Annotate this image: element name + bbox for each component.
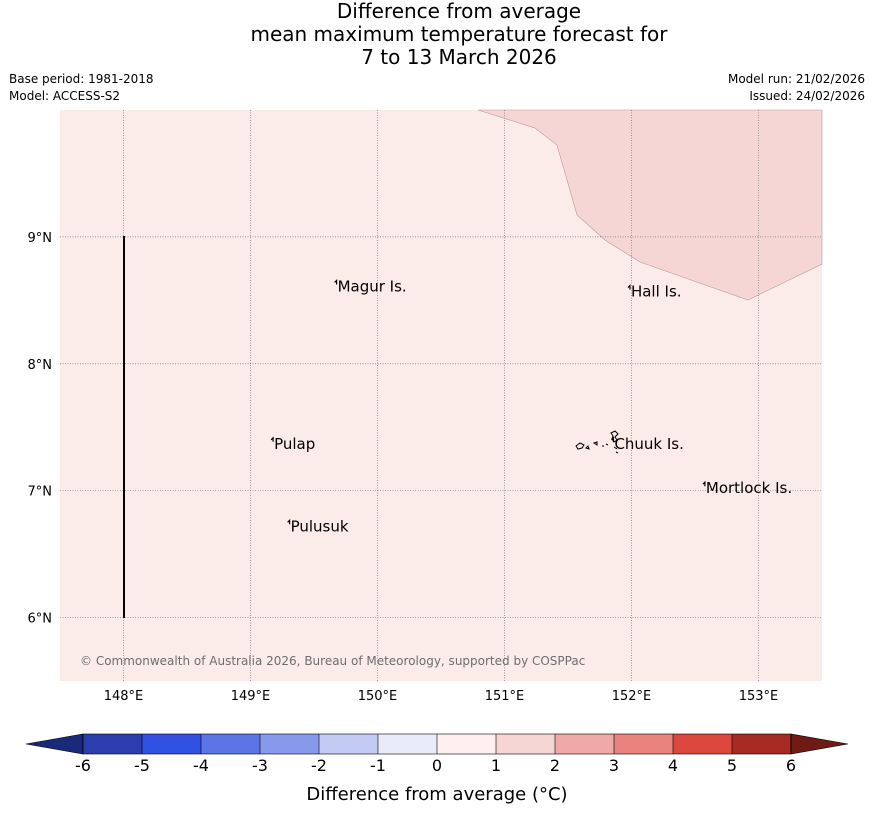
colorbar-tick-label: 3 [609,756,619,775]
lat-tick-label: 9°N [28,231,53,246]
lon-tick-label: 148°E [104,689,144,704]
colorbar-bin [437,734,497,754]
meta-left: Base period: 1981-2018 Model: ACCESS-S2 [9,71,154,105]
colorbar-ticks: -6 -5 -4 -3 -2 -1 0 1 2 3 4 5 6 [75,734,796,775]
place-label: Pulap [274,435,315,453]
colorbar-bin [732,734,792,754]
place-label: Magur Is. [338,277,407,295]
lat-tick-label: 7°N [28,485,53,500]
base-period: Base period: 1981-2018 [9,72,154,86]
map-title: Difference from average mean maximum tem… [0,0,873,69]
lat-tick-label: 6°N [28,612,53,627]
place-label: Hall Is. [631,283,682,301]
model-run: Model run: 21/02/2026 [727,72,865,86]
colorbar-tick-label: -6 [75,756,91,775]
lon-tick-label: 149°E [231,689,271,704]
colorbar-label: Difference from average (°C) [306,784,567,805]
lon-tick-label: 150°E [358,689,398,704]
place-label: Pulusuk [291,517,349,535]
colorbar-tick-label: -1 [370,756,386,775]
colorbar-tick-label: 1 [491,756,501,775]
colorbar-tick-label: -5 [134,756,150,775]
title-line-3: 7 to 13 March 2026 [361,45,557,69]
latitude-ticks: 9°N 8°N 7°N 6°N [28,231,53,627]
island-marker [702,480,706,487]
colorbar-bin [614,734,674,754]
lon-tick-label: 153°E [739,689,779,704]
colorbar-bin [83,734,143,754]
island-marker [287,518,291,525]
colorbar-bin [673,734,733,754]
colorbar-tick-label: -4 [193,756,209,775]
colorbar-tick-label: 2 [550,756,560,775]
colorbar-tick-label: 0 [432,756,442,775]
lon-tick-label: 152°E [612,689,652,704]
chuuk-islands-outline [575,430,619,454]
colorbar-tick-label: 5 [727,756,737,775]
colorbar-bin [496,734,556,754]
lat-tick-label: 8°N [28,358,53,373]
colorbar-bin [555,734,615,754]
colorbar-tick-label: -2 [311,756,327,775]
island-marker [334,279,338,285]
island-marker [627,284,631,290]
colorbar-over-arrow [790,733,849,755]
lon-tick-label: 151°E [485,689,525,704]
model-name: Model: ACCESS-S2 [9,89,121,103]
colorbar-bin [142,734,202,754]
colorbar-under-arrow [25,733,84,755]
colorbar-bin [319,734,379,754]
place-labels: Magur Is. Hall Is. Pulap Chuuk Is. Mortlock … [270,277,792,535]
colorbar-tick-label: 6 [786,756,796,775]
colorbar-bin [378,734,438,754]
island-marker [270,436,274,442]
meta-right: Model run: 21/02/2026 Issued: 24/02/2026 [728,71,865,105]
copyright-notice: © Commonwealth of Australia 2026, Bureau… [80,654,585,668]
title-line-1: Difference from average [336,0,582,23]
title-line-2: mean maximum temperature forecast for [250,22,668,46]
place-label: Chuuk Is. [614,435,683,453]
warm-anomaly-region [477,109,823,301]
colorbar-tick-label: -3 [252,756,268,775]
colorbar-bin [201,734,261,754]
colorbar-tick-label: 4 [668,756,678,775]
issued-date: Issued: 24/02/2026 [749,89,865,103]
place-label: Mortlock Is. [706,479,792,497]
colorbar-bin [260,734,320,754]
longitude-ticks: 148°E 149°E 150°E 151°E 152°E 153°E [104,689,779,704]
